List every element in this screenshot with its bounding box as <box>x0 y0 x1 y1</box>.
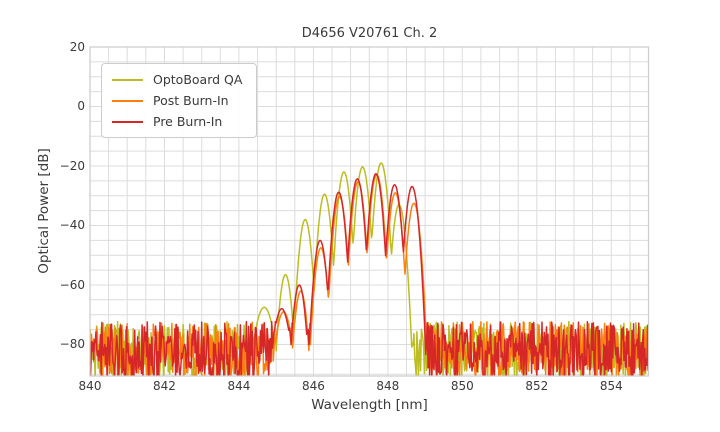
legend-label: OptoBoard QA <box>153 72 243 87</box>
x-tick-label: 842 <box>153 379 176 393</box>
legend-label: Post Burn-In <box>153 93 229 108</box>
y-tick-label: −40 <box>59 218 85 233</box>
series-line-post-burn-in <box>90 173 649 376</box>
x-tick-label: 846 <box>301 379 325 393</box>
legend-line-swatch-icon <box>112 120 143 123</box>
legend-entry-optoboard-qa: OptoBoard QA <box>112 71 242 88</box>
legend-label: Pre Burn-In <box>153 114 223 129</box>
plot-border <box>89 46 650 377</box>
series-line-pre-burn-in <box>90 172 649 376</box>
x-tick-label: 854 <box>599 379 623 393</box>
x-tick-label: 852 <box>525 379 549 393</box>
y-tick-label: −80 <box>59 337 85 352</box>
y-tick-label: −20 <box>59 158 85 173</box>
legend-line-swatch-icon <box>112 78 143 81</box>
legend: OptoBoard QA Post Burn-In Pre Burn-In <box>101 63 258 138</box>
legend-entry-pre-burn-in: Pre Burn-In <box>112 113 242 130</box>
chart-title: D4656 V20761 Ch. 2 <box>301 26 438 41</box>
y-tick-label: 0 <box>77 99 85 114</box>
y-tick-label: −60 <box>59 277 85 292</box>
legend-line-swatch-icon <box>112 99 143 102</box>
x-tick-label: 850 <box>450 379 474 393</box>
series-curves <box>90 162 649 376</box>
x-tick-label: 840 <box>78 379 102 393</box>
x-tick-label: 848 <box>376 379 400 393</box>
y-tick-label: 20 <box>69 40 85 54</box>
legend-entry-post-burn-in: Post Burn-In <box>112 92 242 109</box>
x-axis-label: Wavelength [nm] <box>311 397 428 413</box>
x-tick-label: 844 <box>227 379 251 393</box>
